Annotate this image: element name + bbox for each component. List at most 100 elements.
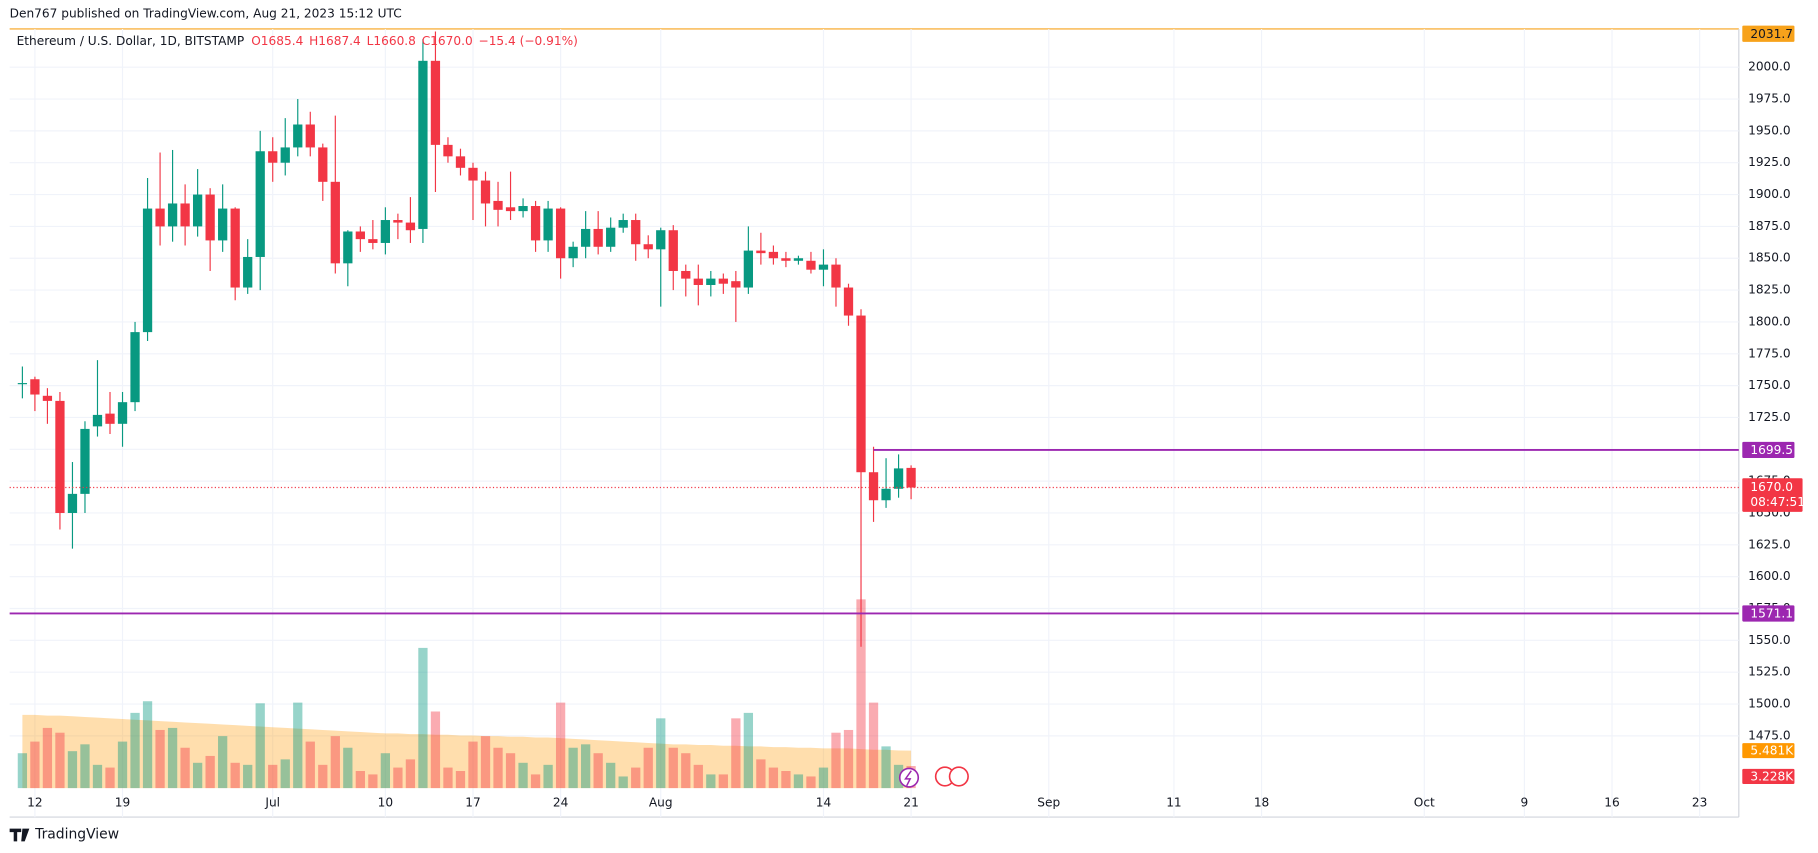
legend-close: C1670.0 [422,34,473,48]
y-tick-label: 1850.0 [1748,251,1791,265]
volume-bar [192,762,203,789]
candle-body [230,208,240,288]
y-tick-label: 1825.0 [1748,283,1791,297]
candle-body [142,208,153,333]
legend-high: H1687.4 [309,34,361,48]
y-tick-label: 1750.0 [1748,378,1791,392]
volume-bar [180,747,190,789]
volume-bar [55,732,65,789]
candle-body [67,493,78,513]
volume-bar [67,751,78,789]
candle-body [305,124,315,148]
volume-bar [806,776,816,789]
candle-body [893,468,904,489]
volume-bar [543,764,553,789]
volume-bar [493,747,503,789]
top-price-label: 2031.7 [1750,27,1793,41]
volume-bar [430,711,441,789]
volume-bar [868,702,879,789]
x-tick-label: Aug [649,796,673,810]
grid [9,28,1739,818]
volume-bar [243,764,253,789]
hline-label: 1699.5 [1750,443,1793,457]
volume-bar [606,762,616,789]
candle-body [318,147,328,182]
x-tick-label: 21 [903,796,918,810]
candle-body [818,264,829,270]
candle-body [856,315,866,473]
volume-bar [343,747,353,789]
y-tick-label: 1500.0 [1748,697,1791,711]
candle-body [92,414,103,427]
y-tick-label: 1875.0 [1748,219,1791,233]
volume-bar [92,764,103,789]
volume-bar [167,727,178,789]
candle-body [743,250,754,288]
volume-bar [368,774,378,789]
y-tick-label: 1725.0 [1748,410,1791,424]
event-icon [898,767,920,788]
volume-bar [393,767,403,789]
y-tick-label: 1975.0 [1748,92,1791,106]
volume-bar [793,774,804,789]
y-tick-label: 1900.0 [1748,187,1791,201]
candle-body [218,208,228,241]
candle-body [130,332,140,403]
x-tick-label: Oct [1414,796,1435,810]
volume-bar [280,759,290,789]
candle-body [781,258,791,261]
volume-bar [255,703,265,789]
candle-body [455,156,466,168]
volume-pane [17,599,916,789]
volume-bar [380,753,391,789]
candle-body [631,220,641,245]
volume-bar [856,599,866,789]
volume-bar [530,774,541,789]
volume-bar [693,764,703,789]
volume-bar [405,759,416,789]
y-tick-label: 1525.0 [1748,665,1791,679]
candle-body [480,180,491,204]
last-price-bg [1742,478,1803,512]
volume-bar [293,702,303,789]
volume-bar [731,718,741,789]
volume-bar [30,741,40,789]
candle-body [668,230,678,271]
volume-bar [718,774,728,789]
volume-bar [468,741,478,789]
candle-body [756,250,766,254]
y-tick-label: 1625.0 [1748,537,1791,551]
candle-body [243,256,253,288]
candle-body [393,220,403,223]
volume-bar [505,753,516,789]
candle-body [55,400,65,513]
candle-body [443,144,453,157]
candle-body [405,222,416,231]
candle-body [706,278,716,285]
icons [898,766,969,788]
top-price-label-bg [1742,25,1795,42]
volume-bar [781,771,791,789]
candle-body [205,194,215,241]
candle-body [468,167,478,181]
x-tick-label: 18 [1254,796,1269,810]
logo [9,828,30,842]
candle-body [380,220,391,243]
candle-body [330,181,340,264]
candle-body [868,472,879,501]
volume-bar [568,747,578,789]
event-bolt [904,770,912,787]
candle-body [280,147,290,163]
volume-bar [656,718,666,789]
candle-body [906,467,916,488]
volume-bar [205,755,215,789]
candle-body [806,260,816,270]
flag-icon [948,766,969,787]
x-tick-label: 9 [1521,796,1529,810]
footer-brand: TradingView [34,826,119,842]
candle-body [831,264,841,288]
volume-bar [643,747,653,789]
volume-bar [881,746,891,789]
x-tick-label: 19 [115,796,130,810]
